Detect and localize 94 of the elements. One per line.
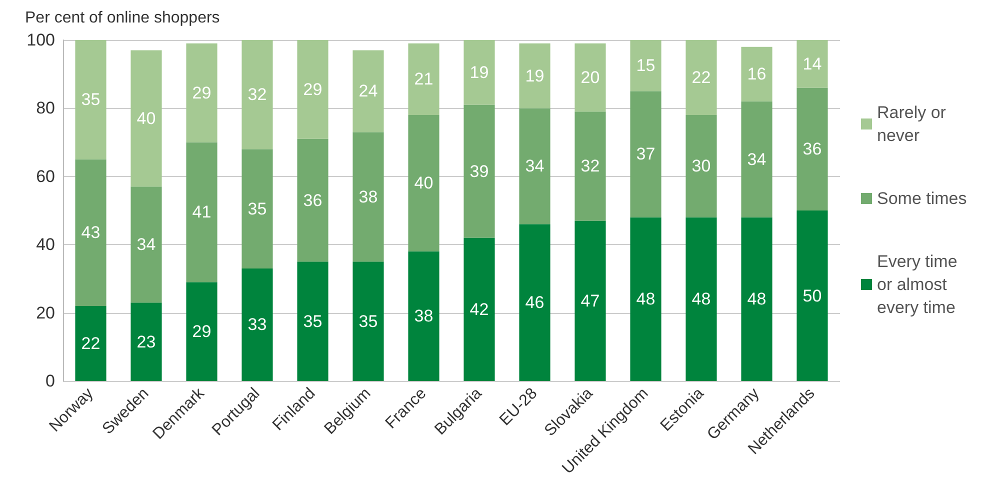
legend-label: Every time or almost every time: [877, 252, 962, 317]
bar: [686, 40, 717, 116]
data-label: 34: [525, 156, 544, 176]
bar: [242, 268, 273, 381]
bar: [796, 40, 828, 88]
data-label: 32: [580, 156, 600, 176]
data-label: 29: [192, 322, 212, 342]
bar: [686, 115, 717, 218]
data-label: 19: [470, 62, 489, 82]
bar: [630, 91, 662, 218]
bar: [75, 306, 106, 381]
bar: [75, 159, 106, 306]
data-label: 21: [414, 70, 434, 89]
data-label: 32: [248, 85, 267, 104]
y-tick-label: 80: [36, 98, 55, 118]
data-label: 40: [136, 108, 156, 128]
bar: [630, 40, 662, 92]
bar: [352, 132, 384, 262]
bar: [574, 43, 606, 112]
bar: [408, 43, 440, 116]
bar: [519, 108, 550, 224]
bar: [186, 282, 218, 381]
y-tick-label: 60: [36, 166, 55, 186]
data-label: 50: [802, 286, 822, 306]
bar: [130, 186, 162, 303]
bar: [741, 217, 772, 381]
bar: [242, 149, 273, 268]
data-label: 36: [802, 140, 822, 159]
bar: [242, 40, 273, 150]
y-tick-label: 100: [26, 30, 55, 50]
data-label: 48: [747, 290, 766, 309]
data-label: 48: [692, 290, 711, 309]
data-label: 33: [248, 315, 267, 334]
data-label: 35: [303, 312, 322, 331]
bar: [796, 210, 828, 381]
data-label: 35: [81, 90, 100, 110]
bar: [796, 88, 828, 210]
bar: [686, 217, 717, 381]
data-label: 30: [692, 156, 711, 176]
data-label: 29: [303, 80, 322, 99]
bar: [186, 43, 218, 142]
data-label: 40: [414, 174, 434, 193]
bar: [519, 224, 550, 381]
y-tick-label: 20: [36, 303, 55, 322]
bar: [464, 40, 495, 105]
data-label: 34: [747, 150, 766, 169]
data-label: 22: [692, 68, 711, 88]
data-label: 35: [358, 312, 378, 331]
data-label: 34: [136, 235, 156, 254]
bar: [297, 262, 328, 381]
bar: [352, 50, 384, 132]
data-label: 38: [414, 306, 434, 326]
data-label: 23: [136, 332, 156, 352]
data-label: 24: [358, 82, 378, 101]
bar: [464, 238, 495, 381]
bar: [519, 43, 550, 108]
data-label: 39: [470, 162, 489, 181]
bar: [408, 251, 440, 381]
bar: [574, 220, 606, 381]
bar: [464, 104, 495, 238]
data-label: 14: [802, 54, 822, 74]
bar: [130, 302, 162, 381]
legend-label: Rarely or never: [877, 103, 951, 145]
bar: [630, 217, 662, 381]
legend-label: Some times: [877, 189, 967, 208]
bar: [297, 138, 328, 262]
data-label: 42: [470, 300, 489, 319]
bar: [741, 46, 772, 102]
data-label: 48: [636, 290, 656, 309]
data-label: 36: [303, 190, 322, 210]
data-label: 41: [192, 202, 212, 222]
data-label: 16: [747, 64, 766, 84]
bar: [297, 40, 328, 139]
bar: [130, 50, 162, 187]
data-label: 22: [81, 334, 100, 353]
bar: [75, 40, 106, 160]
bar: [186, 142, 218, 282]
data-label: 19: [525, 66, 544, 86]
y-tick-label: 0: [46, 372, 55, 390]
data-label: 47: [580, 291, 600, 310]
bar: [574, 112, 606, 221]
y-tick-label: 40: [36, 235, 55, 254]
data-label: 37: [636, 144, 656, 164]
bar: [408, 115, 440, 252]
data-label: 46: [525, 293, 544, 312]
data-label: 29: [192, 83, 212, 102]
y-axis-title: Per cent of online shoppers: [25, 10, 220, 26]
data-label: 20: [580, 68, 600, 88]
bar: [741, 101, 772, 218]
data-label: 35: [248, 199, 267, 218]
data-label: 15: [636, 56, 656, 76]
data-label: 38: [358, 187, 378, 206]
data-label: 43: [81, 223, 100, 242]
bar: [352, 262, 384, 381]
